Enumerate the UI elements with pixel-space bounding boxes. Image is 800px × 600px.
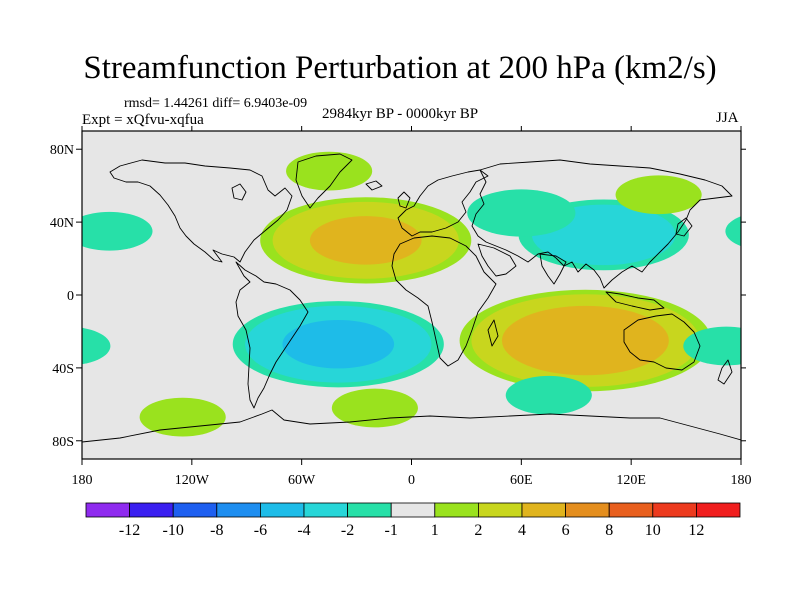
colorbar-label: -10 [163,522,184,539]
contour-fill [683,326,741,366]
colorbar-label: 10 [645,522,661,539]
coast-north-america [109,159,293,263]
colorbar-swatch [259,502,305,518]
anomaly-south-indian-high [459,289,712,392]
colorbar-swatch [434,502,479,518]
y-tick-label: 40N [50,216,74,231]
anomaly-south-atlantic-low [232,301,444,388]
coast-uk [397,191,411,209]
plot-title: Streamfunction Perturbation at 200 hPa (… [83,50,717,86]
x-tick-label: 120W [175,473,210,488]
contour-fill [309,216,422,265]
x-tick-label: 0 [408,473,415,488]
y-tick-label: 40S [52,362,74,377]
colorbar-label: -8 [210,522,223,539]
colorbar-swatch [347,502,392,518]
anomaly-greenland-high [286,151,373,191]
colorbar-swatch [696,502,741,518]
colorbar-label: -12 [119,522,140,539]
contour-fill [501,305,669,376]
colorbar-swatch [652,502,697,518]
x-tick-label: 60E [510,473,533,488]
map-axes: 180 120W 60W 0 60E 120E 180 80N 40N 0 40S 80S [50,126,752,488]
colorbar-label: 4 [518,522,526,539]
colorbar-swatch [129,502,174,518]
contour-fill [139,397,226,437]
y-tick-label: 0 [67,289,74,304]
anomaly-west-pacific-high [615,175,702,215]
colorbar-label: -1 [385,522,398,539]
x-tick-label: 120E [616,473,646,488]
x-tick-label: 180 [72,473,93,488]
x-tick-label: 60W [288,473,316,488]
coast-asia [471,159,733,289]
coast-india [539,253,567,285]
coast-madagascar [487,319,499,347]
coast-arabia [477,243,517,277]
coastlines [82,153,741,443]
colorbar-label: -6 [254,522,267,539]
contour-fill [615,175,702,215]
contour-fill [82,211,153,251]
colorbar-swatch [216,502,261,518]
y-tick-label: 80S [52,435,74,450]
season-label: JJA [716,110,739,126]
colorbar-swatch [172,502,218,518]
anomaly-southeast-pacific-high [139,397,226,437]
contour-fill [467,189,576,237]
period-label: 2984kyr BP - 0000kyr BP [322,106,479,122]
colorbar-swatch [565,502,610,518]
coast-australia [623,313,701,371]
coast-hudson-bay [231,183,247,201]
contour-fill [331,388,418,428]
colorbar-swatch [608,502,654,518]
anomaly-field [82,151,741,437]
coast-japan [675,217,693,237]
colorbar-swatch [390,502,436,518]
contour-fill [82,327,111,365]
experiment-label: Expt = xQfvu-xqfua [82,112,204,128]
colorbar-label: 12 [688,522,704,539]
anomaly-south-indian-ocean-low [505,375,592,415]
coast-greenland [295,153,353,209]
x-tick-label: 180 [731,473,752,488]
rmsd-stats: rmsd= 1.44261 diff= 6.9403e-09 [124,96,308,111]
contour-fill [505,375,592,415]
colorbar-swatch [85,502,130,518]
coast-iceland [365,180,383,191]
y-tick-label: 80N [50,143,74,158]
anomaly-north-atlantic-high [260,197,472,284]
contour-fill [725,216,741,247]
anomaly-dateline-south-low [82,326,741,366]
coast-antarctica [82,409,741,443]
colorbar-swatch [303,502,348,518]
anomaly-eastern-europe-low [467,189,576,237]
coast-africa [391,235,497,367]
coast-new-zealand [717,359,733,385]
colorbar-swatch [477,502,523,518]
contour-fill [282,319,395,369]
contour-fill [286,151,373,191]
colorbar-swatch [521,502,566,518]
colorbar-label: -4 [297,522,310,539]
colorbar-label: 2 [474,522,482,539]
colorbar-label: -2 [341,522,354,539]
colorbar-label: 8 [605,522,613,539]
coast-south-america [235,261,309,409]
colorbar-label: 1 [431,522,439,539]
coast-indonesia [605,291,665,311]
colorbar: -12 -10 -8 -6 -4 -2 -1 1 2 4 6 8 10 12 [85,502,741,539]
anomaly-north-pacific-low [82,211,741,251]
anomaly-south-ocean-high [331,388,418,428]
colorbar-label: 6 [562,522,570,539]
